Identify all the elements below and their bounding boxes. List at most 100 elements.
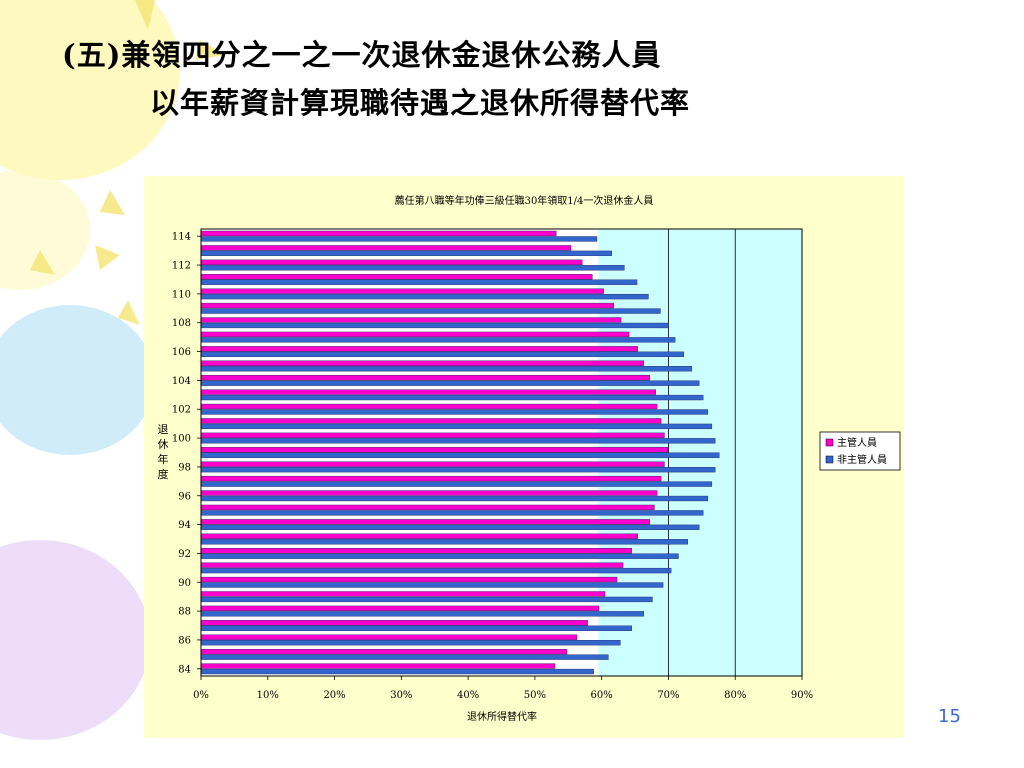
bar-supervisor [200,432,665,438]
y-axis-label-char: 休 [158,438,169,451]
legend-label-supervisor: 主管人員 [837,436,877,449]
plot-border [200,228,803,677]
bar-supervisor [200,576,618,583]
bar-non-supervisor [200,654,609,660]
y-tick-label: 100 [172,434,191,445]
bar-non-supervisor [200,351,685,357]
bar-non-supervisor [200,481,713,487]
x-tick-label: 80% [724,690,746,701]
bar-non-supervisor [200,668,594,675]
y-tick-label: 112 [172,261,191,272]
bar-non-supervisor [200,366,693,372]
y-axis-label-char: 年 [158,452,169,466]
page-number: 15 [938,706,961,727]
legend-swatch-non-supervisor [825,455,834,464]
bar-supervisor [200,403,658,410]
balloon-purple-icon [0,540,150,740]
x-tick-label: 10% [257,690,279,701]
bar-supervisor [200,288,604,294]
x-tick-label: 40% [457,690,479,701]
legend-label-non-supervisor: 非主管人員 [837,453,887,466]
bar-non-supervisor [200,640,621,646]
bar-non-supervisor [200,625,632,631]
bar-supervisor [200,346,638,352]
slide-title-line2: 以年薪資計算現職待遇之退休所得替代率 [150,86,691,120]
bar-supervisor [200,475,662,482]
y-tick-label: 104 [172,376,191,387]
bar-supervisor [200,245,572,251]
bar-non-supervisor [200,380,700,386]
bar-supervisor [200,302,614,309]
bar-supervisor [200,317,622,323]
y-tick-label: 108 [172,318,191,329]
bar-supervisor [200,504,655,511]
legend-swatch-supervisor [825,438,834,447]
bar-supervisor [200,519,650,525]
bar-supervisor [200,533,638,539]
bar-non-supervisor [200,250,612,257]
bar-non-supervisor [200,279,638,285]
bar-supervisor [200,230,557,237]
bar-non-supervisor [200,582,664,588]
bar-non-supervisor [200,236,598,242]
bar-supervisor [200,490,658,496]
x-tick-label: 50% [524,690,546,701]
bar-supervisor [200,663,556,669]
bar-non-supervisor [200,553,679,559]
chart-legend: 主管人員 非主管人員 [819,431,901,471]
y-tick-label: 106 [172,347,191,358]
bar-non-supervisor [200,322,669,329]
y-tick-label: 98 [178,462,191,473]
bar-non-supervisor [200,337,676,343]
y-tick-label: 90 [178,578,191,589]
x-tick-label: 90% [791,690,813,701]
bar-non-supervisor [200,596,653,603]
bar-supervisor [200,634,578,640]
bar-non-supervisor [200,524,700,530]
bar-supervisor [200,274,593,280]
y-tick-label: 96 [178,491,191,502]
bar-supervisor [200,562,624,568]
bar-supervisor [200,591,606,597]
bar-non-supervisor [200,567,672,574]
bar-non-supervisor [200,510,704,516]
bar-supervisor [200,418,662,424]
y-tick-label: 84 [178,664,191,675]
bar-non-supervisor [200,438,716,444]
bar-non-supervisor [200,265,625,271]
y-axis-label-char: 退 [158,423,169,436]
x-tick-label: 30% [390,690,412,701]
bar-non-supervisor [200,467,716,473]
bar-non-supervisor [200,423,713,430]
y-tick-label: 92 [178,549,191,560]
y-axis-label-char: 度 [158,467,169,481]
y-tick-label: 88 [178,607,191,618]
bar-non-supervisor [200,495,709,502]
bar-non-supervisor [200,409,709,415]
y-tick-label: 86 [178,635,191,646]
balloon-blue-icon [0,305,155,455]
bar-supervisor [200,620,588,626]
bar-supervisor [200,648,568,655]
y-tick-label: 110 [172,289,191,300]
bar-non-supervisor [200,611,644,617]
bar-supervisor [200,447,668,453]
x-tick-label: 60% [591,690,613,701]
bar-non-supervisor [200,293,649,300]
replacement-rate-chart: 薦任第八職等年功俸三級任職30年領取1/4一次退休金人員 0% 10% 20% 30%… [144,176,904,738]
bar-supervisor [200,605,600,612]
sparkle-icon [30,0,225,325]
balloon-yellow-icon [0,0,180,290]
bar-non-supervisor [200,308,661,314]
bar-supervisor [200,461,665,467]
y-tick-label: 114 [172,232,191,243]
bar-supervisor [200,548,632,554]
bar-non-supervisor [200,394,704,401]
bar-supervisor [200,360,644,366]
slide-title-line1: (五)兼領四分之一之一次退休金退休公務人員 [62,38,662,72]
y-tick-label: 94 [178,520,191,531]
y-tick-label: 102 [172,405,191,416]
x-tick-label: 0% [193,690,209,701]
bar-supervisor [200,375,650,381]
